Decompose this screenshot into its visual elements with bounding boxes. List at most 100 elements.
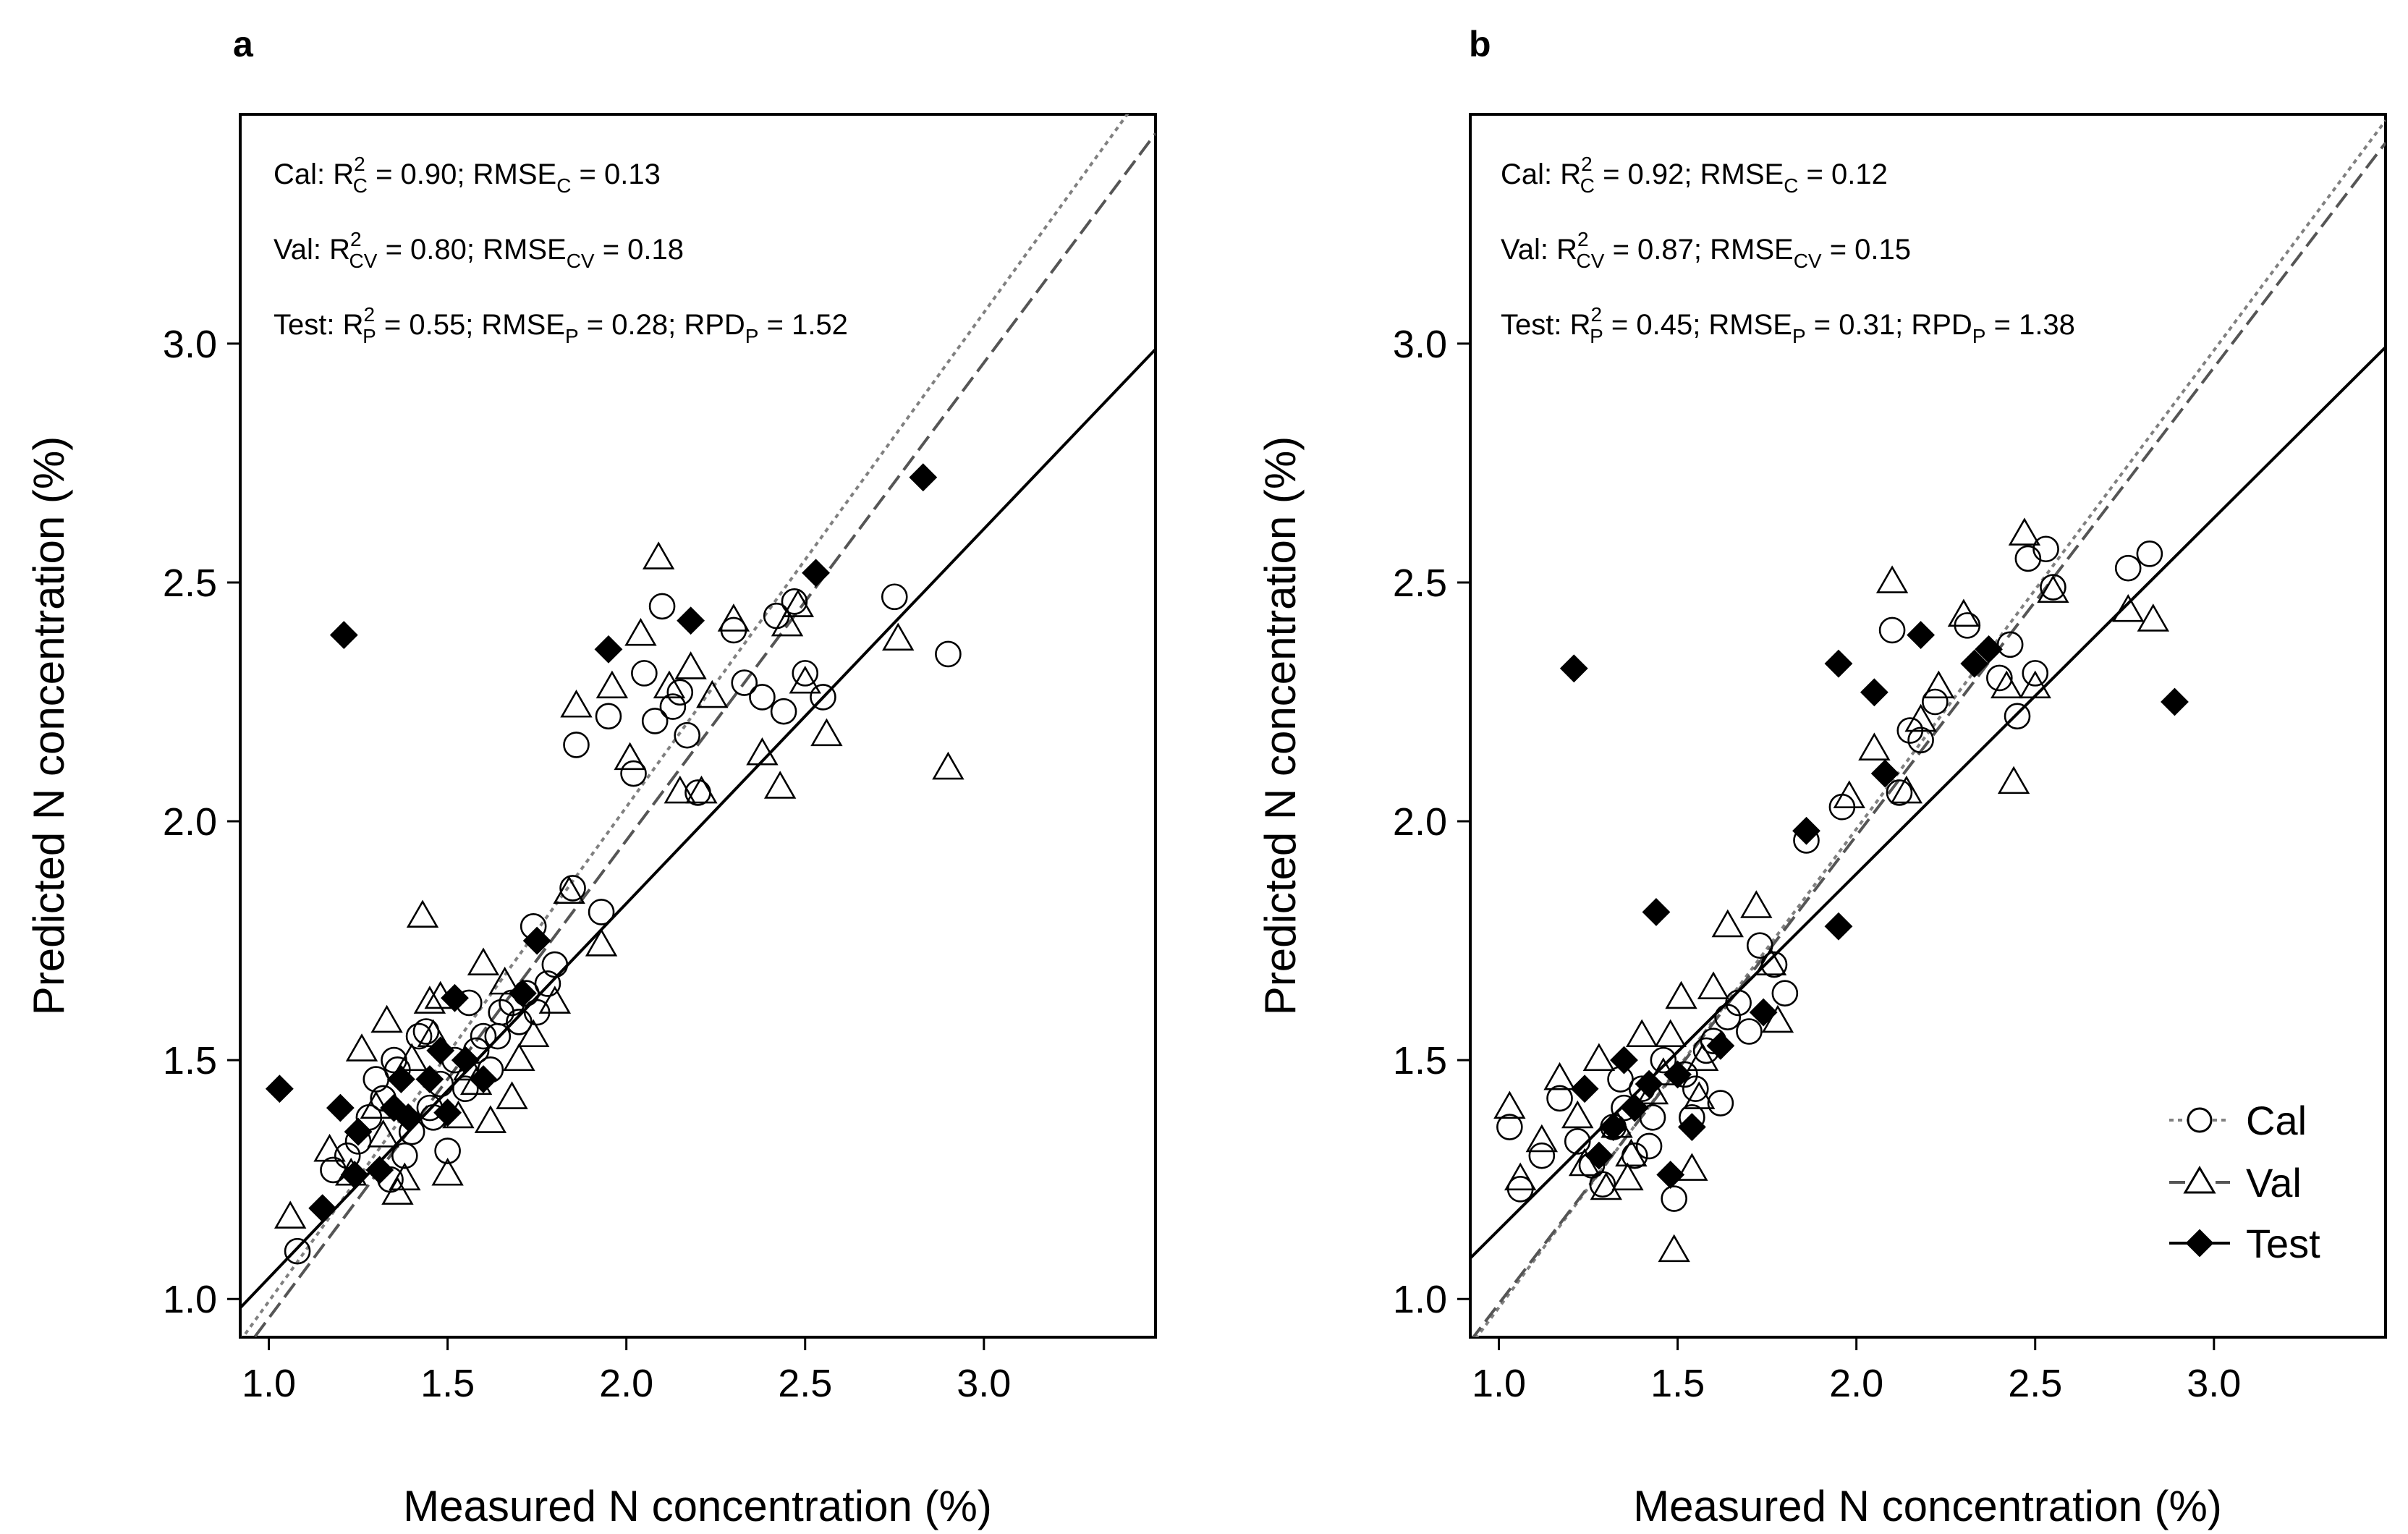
y-tick-label: 1.0 (1393, 1278, 1447, 1321)
cal-point (284, 1237, 311, 1265)
legend-test-marker (2185, 1229, 2214, 1258)
test-point (1960, 649, 1989, 678)
panel-b: b 1.0 1.5 2.0 2.5 3.0 1.0 1.5 2.0 2.5 3.0 Cal: R2… (1256, 24, 2387, 1530)
val-point (345, 1033, 378, 1061)
test-point (308, 1194, 337, 1223)
val-point (1991, 670, 2023, 699)
val-point (1676, 1153, 1708, 1181)
test-point (1907, 621, 1936, 649)
panel-b-y-axis-title: Predicted N concentration (%) (1256, 436, 1305, 1015)
test-point (1570, 1075, 1599, 1103)
cal-point (666, 679, 694, 706)
cal-point (1746, 932, 1773, 959)
panel-b-x-axis-title: Measured N concentration (%) (1633, 1482, 2222, 1530)
val-point (2008, 517, 2041, 546)
test-point (802, 559, 830, 588)
val-point (406, 899, 439, 928)
test-point (441, 983, 469, 1012)
cal-point (1528, 1142, 1556, 1169)
cal-point (881, 583, 908, 611)
cal-point (1650, 1046, 1677, 1074)
val-point (1611, 1162, 1644, 1191)
panel-b-stat-test: Test: R2 P = 0.45; RMSEP = 0.31; RPDP = 1… (1501, 303, 2075, 347)
val-point (313, 1133, 346, 1162)
y-tick-label: 2.0 (163, 800, 217, 844)
y-tick-label: 3.0 (1393, 323, 1447, 366)
val-point (467, 947, 500, 976)
cal-point (1907, 726, 1934, 754)
x-tick-label: 1.0 (1472, 1362, 1526, 1405)
legend-test-label: Test (2246, 1221, 2320, 1266)
cal-point (659, 693, 687, 720)
cal-point (792, 660, 819, 687)
val-point (1543, 1061, 1576, 1090)
val-point (932, 751, 965, 780)
test-point (1635, 1069, 1663, 1098)
val-point (685, 775, 718, 804)
val-point (1658, 1234, 1690, 1263)
val-point (553, 876, 585, 904)
val-point (488, 966, 521, 995)
val-point (810, 718, 843, 747)
val-point (1683, 1081, 1716, 1109)
test-point (415, 1065, 444, 1093)
panel-a: a 1.0 1.5 2.0 2.5 3.0 1.0 1.5 2.0 2.5 3.0 Cal: R2… (25, 24, 1157, 1530)
test-point (1824, 649, 1853, 678)
cal-point (2136, 541, 2163, 567)
cal-point (1725, 989, 1752, 1017)
test-point (1677, 1113, 1706, 1141)
panel-a-plot-frame (239, 113, 1157, 1339)
cal-point (810, 684, 836, 711)
val-point (789, 665, 821, 694)
cal-point (541, 951, 569, 978)
cal-point (1661, 1185, 1687, 1212)
legend-item-cal: Cal (2169, 1098, 2307, 1143)
cal-point (1635, 1132, 1663, 1160)
test-point (329, 621, 358, 649)
cal-point (2014, 545, 2042, 572)
val-point (2037, 575, 2069, 603)
val-point (1625, 1019, 1658, 1048)
test-point (326, 1093, 355, 1122)
cal-point (935, 640, 962, 668)
val-point (1654, 1019, 1687, 1048)
legend-val-label: Val (2246, 1160, 2302, 1205)
val-point (496, 1081, 528, 1109)
val-point (474, 1105, 507, 1133)
val-point (585, 928, 618, 957)
x-tick-label: 2.0 (1829, 1362, 1883, 1405)
test-point (1642, 898, 1671, 926)
test-fit-line (240, 348, 1156, 1309)
test-point (394, 1103, 423, 1132)
panel-a-ticks: 1.0 1.5 2.0 2.5 3.0 1.0 1.5 2.0 2.5 3.0 (163, 323, 1011, 1405)
test-point (386, 1065, 415, 1093)
val-point (674, 651, 707, 679)
x-tick-label: 3.0 (957, 1362, 1011, 1405)
test-point (1749, 998, 1778, 1027)
val-point (763, 771, 797, 799)
panel-a-stat-test: Test: R2 P = 0.55; RMSEP = 0.28; RPDP = 1… (274, 303, 848, 347)
val-point (1582, 1043, 1616, 1072)
cal-point (620, 760, 647, 787)
legend-item-test: Test (2169, 1221, 2320, 1266)
test-point (508, 979, 537, 1008)
val-point (1493, 1090, 1526, 1119)
val-point (538, 986, 572, 1014)
test-point (451, 1046, 480, 1075)
panel-a-x-axis-title: Measured N concentration (%) (403, 1482, 992, 1530)
cal-point (434, 1137, 461, 1164)
cal-point (2114, 554, 2142, 582)
val-point (1504, 1162, 1537, 1191)
test-point (1824, 912, 1853, 941)
panel-a-points (265, 463, 965, 1265)
panel-a-y-axis-title: Predicted N concentration (%) (25, 436, 73, 1015)
cal-point (484, 1022, 512, 1050)
test-point (469, 1065, 498, 1093)
cal-point (588, 899, 615, 925)
val-point (614, 742, 646, 771)
cal-point (506, 1008, 533, 1035)
cal-point (1986, 664, 2013, 692)
test-point (1585, 1141, 1614, 1170)
y-tick-label: 1.5 (1393, 1039, 1447, 1082)
legend-item-val: Val (2169, 1160, 2302, 1205)
